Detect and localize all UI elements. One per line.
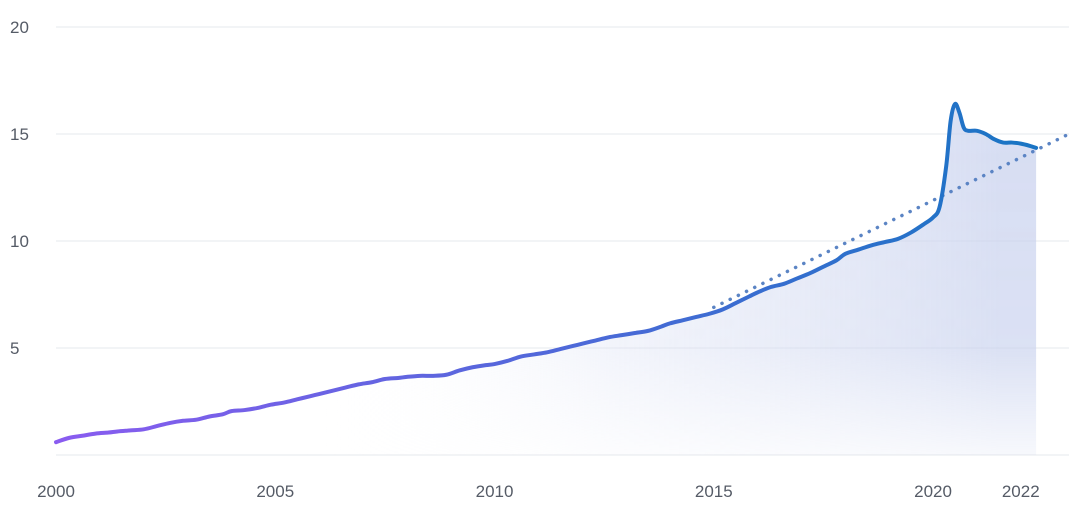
x-tick-label: 2010: [476, 482, 514, 501]
series-group: [54, 101, 1039, 445]
y-tick-label: 5: [10, 339, 19, 358]
area-under-line: [56, 103, 1037, 456]
x-tick-label: 2015: [695, 482, 733, 501]
area-fill: [56, 103, 1037, 456]
x-tick-label: 2020: [914, 482, 952, 501]
y-axis-ticks: 5 10 15 20: [10, 18, 29, 358]
series-line: [54, 101, 1039, 445]
x-axis-ticks: 2000 2005 2010 2015 2020 2022: [37, 482, 1040, 501]
y-tick-label: 20: [10, 18, 29, 37]
y-tick-label: 10: [10, 232, 29, 251]
x-tick-label: 2022: [1002, 482, 1040, 501]
x-tick-label: 2000: [37, 482, 75, 501]
trend-line-group: [712, 132, 1071, 310]
trend-line: [712, 132, 1071, 310]
x-tick-label: 2005: [256, 482, 294, 501]
y-tick-label: 15: [10, 125, 29, 144]
